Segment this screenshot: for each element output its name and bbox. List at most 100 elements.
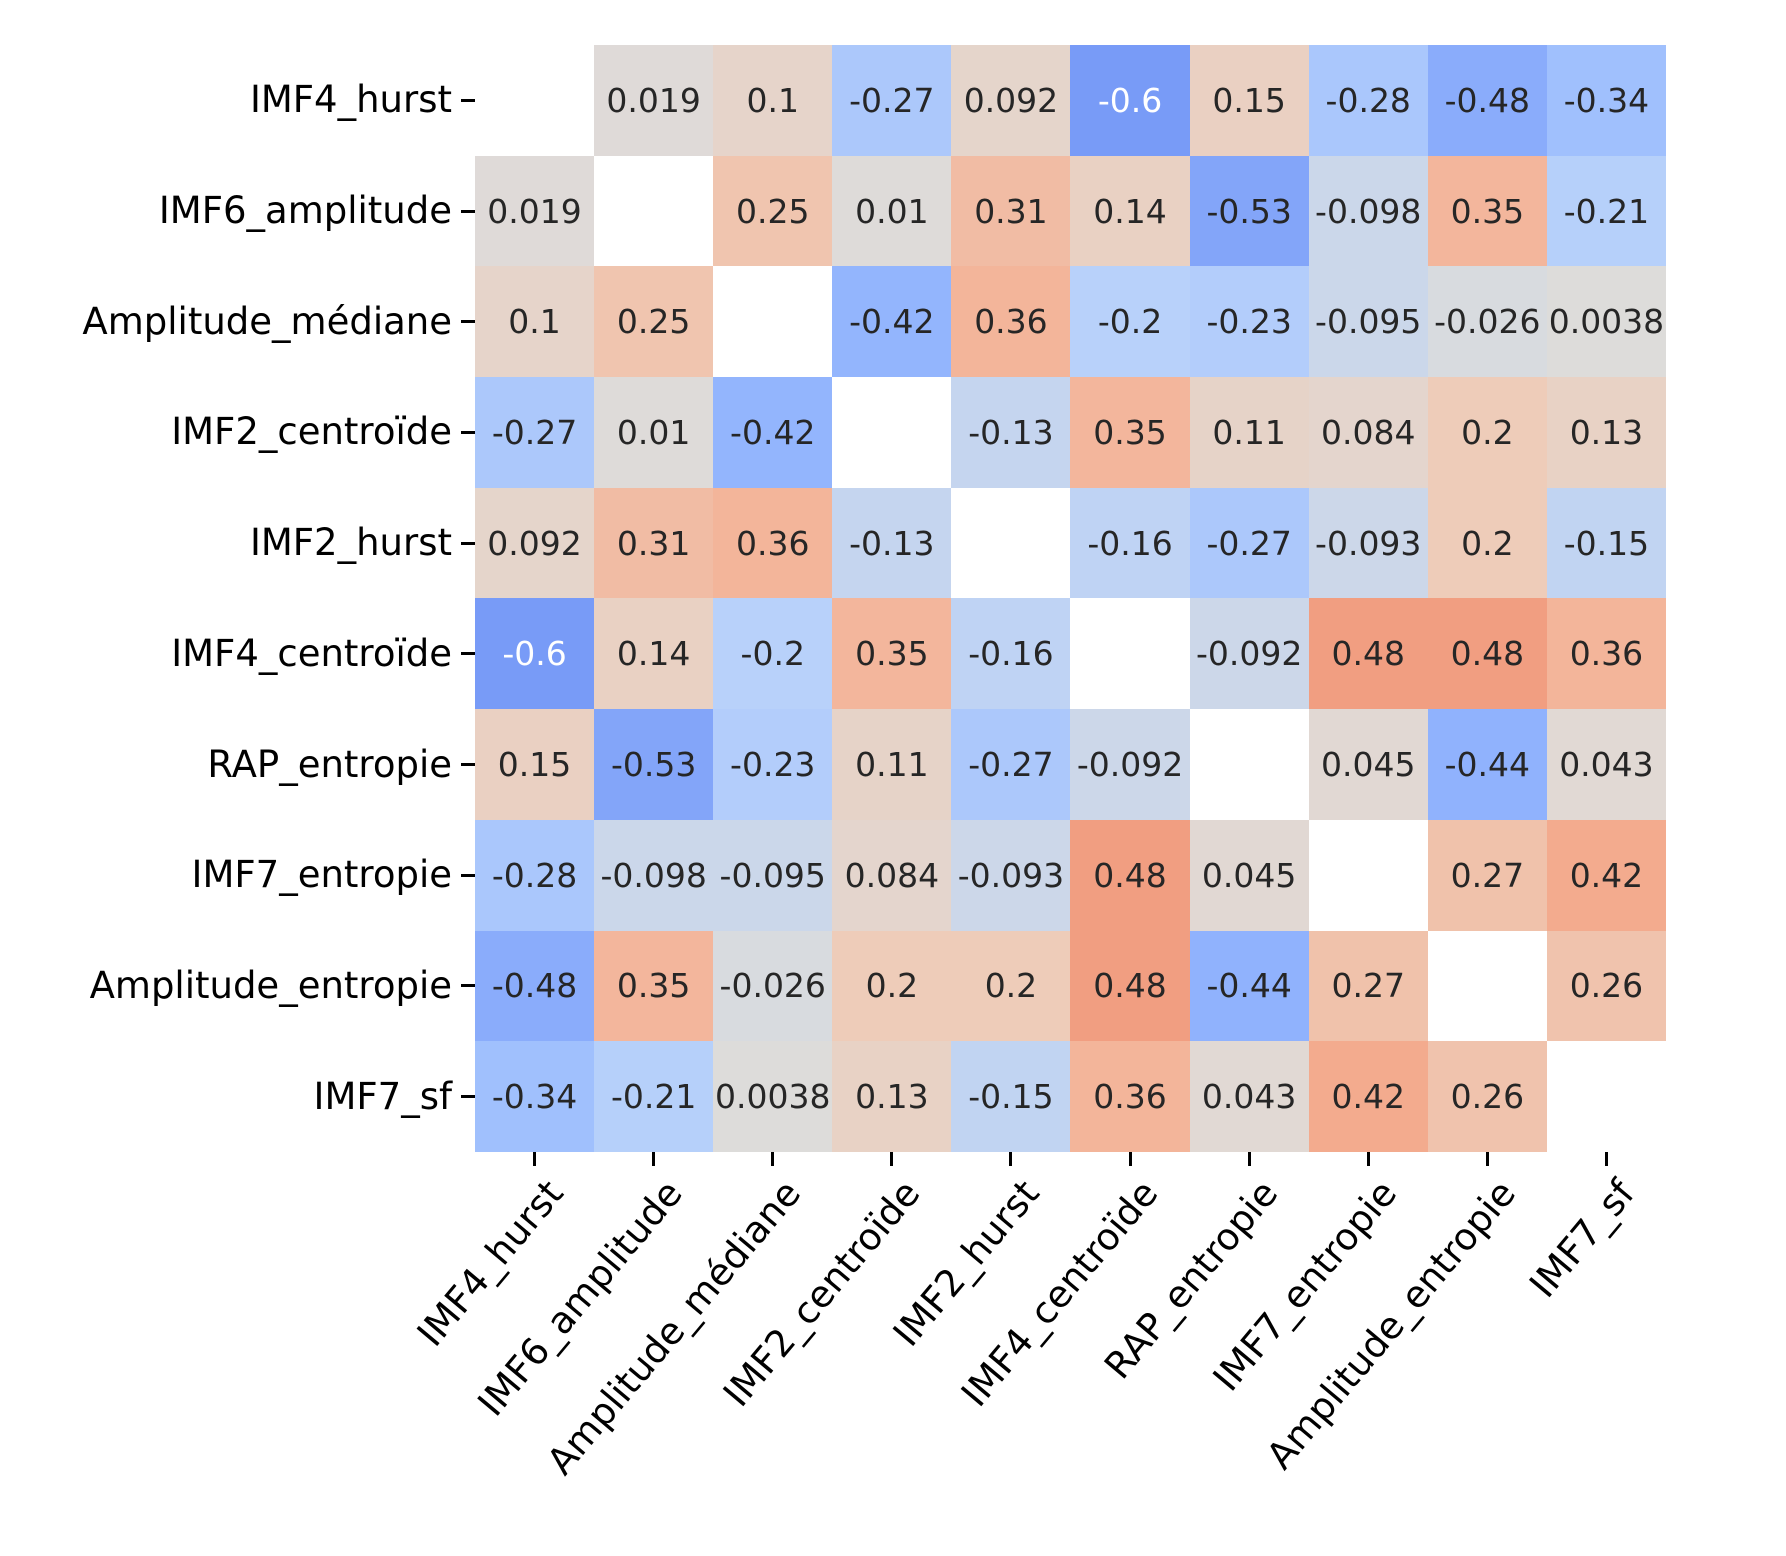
heatmap-cell: 0.084	[832, 819, 952, 931]
heatmap-cell	[832, 377, 952, 488]
heatmap-cell	[713, 266, 833, 378]
heatmap-cell: 0.11	[1189, 377, 1309, 488]
heatmap-cell: 0.092	[475, 487, 595, 599]
y-tick-mark	[461, 541, 475, 545]
heatmap-cell: -0.16	[1070, 487, 1190, 599]
heatmap-cell	[1189, 709, 1309, 820]
heatmap-cell: 0.1	[713, 45, 833, 156]
heatmap-cell: -0.28	[475, 819, 595, 931]
heatmap-cell: 0.01	[832, 155, 952, 267]
heatmap-cell: -0.092	[1189, 598, 1309, 710]
y-tick-label: IMF4_centroïde	[171, 631, 452, 675]
heatmap-cell: -0.27	[1189, 487, 1309, 599]
heatmap-cell: 0.019	[475, 155, 595, 267]
heatmap-cell: 0.26	[1427, 1041, 1547, 1152]
y-tick-mark	[461, 1095, 475, 1099]
heatmap-cell: 0.019	[594, 45, 714, 156]
heatmap-cell: -0.44	[1427, 709, 1547, 820]
heatmap-cell: -0.098	[594, 819, 714, 931]
heatmap-cell: 0.043	[1546, 709, 1666, 820]
heatmap-cell: 0.2	[1427, 487, 1547, 599]
heatmap-cell: -0.6	[1070, 45, 1190, 156]
heatmap-cell	[1070, 598, 1190, 710]
heatmap-cell: 0.36	[1070, 1041, 1190, 1152]
heatmap-cell: -0.53	[594, 709, 714, 820]
y-tick-label: IMF4_hurst	[249, 78, 452, 122]
heatmap-cell: 0.084	[1308, 377, 1428, 488]
heatmap-cell: -0.42	[832, 266, 952, 378]
heatmap-cell	[1546, 1041, 1666, 1152]
heatmap-cell	[475, 45, 595, 156]
heatmap-cell: 0.2	[1427, 377, 1547, 488]
heatmap-cell: -0.15	[1546, 487, 1666, 599]
heatmap-cell: 0.01	[594, 377, 714, 488]
heatmap-cell: -0.098	[1308, 155, 1428, 267]
heatmap-cell	[951, 487, 1071, 599]
heatmap-cell: 0.0038	[713, 1041, 833, 1152]
heatmap-cell	[1427, 930, 1547, 1042]
heatmap-cell: 0.25	[713, 155, 833, 267]
heatmap-cell: 0.35	[1070, 377, 1190, 488]
heatmap-cell: -0.6	[475, 598, 595, 710]
y-tick-mark	[461, 320, 475, 324]
heatmap-cell: 0.35	[1427, 155, 1547, 267]
x-tick-mark	[1247, 1152, 1251, 1166]
heatmap-cell: 0.31	[594, 487, 714, 599]
heatmap-cell: 0.045	[1189, 819, 1309, 931]
heatmap-cell: 0.35	[594, 930, 714, 1042]
heatmap-cell: 0.48	[1427, 598, 1547, 710]
heatmap-cell: 0.48	[1070, 930, 1190, 1042]
heatmap-cell: -0.093	[951, 819, 1071, 931]
heatmap-cell: 0.13	[1546, 377, 1666, 488]
heatmap-cell: -0.16	[951, 598, 1071, 710]
y-tick-label: IMF7_entropie	[191, 853, 452, 897]
heatmap-cell: 0.48	[1070, 819, 1190, 931]
heatmap-cell: -0.23	[713, 709, 833, 820]
y-tick-mark	[461, 873, 475, 877]
x-tick-mark	[652, 1152, 656, 1166]
heatmap-cell: -0.026	[1427, 266, 1547, 378]
heatmap-cell: -0.093	[1308, 487, 1428, 599]
y-tick-mark	[461, 984, 475, 988]
heatmap-cell: -0.48	[1427, 45, 1547, 156]
heatmap-cell: -0.27	[832, 45, 952, 156]
heatmap-cell: -0.27	[475, 377, 595, 488]
heatmap-cell: 0.11	[832, 709, 952, 820]
heatmap-cell: -0.42	[713, 377, 833, 488]
heatmap-cell: -0.21	[594, 1041, 714, 1152]
heatmap-cell: -0.53	[1189, 155, 1309, 267]
x-tick-mark	[1366, 1152, 1370, 1166]
heatmap-cell: 0.092	[951, 45, 1071, 156]
heatmap-cell: -0.23	[1189, 266, 1309, 378]
heatmap-cell: 0.1	[475, 266, 595, 378]
x-tick-label: IMF6_amplitude	[468, 1172, 691, 1425]
heatmap-cell: 0.2	[832, 930, 952, 1042]
heatmap-cell: -0.095	[1308, 266, 1428, 378]
y-tick-label: Amplitude_médiane	[82, 299, 452, 343]
y-tick-mark	[461, 763, 475, 767]
heatmap-cell: 0.26	[1546, 930, 1666, 1042]
heatmap-cell: -0.28	[1308, 45, 1428, 156]
heatmap-cell: 0.2	[951, 930, 1071, 1042]
y-tick-mark	[461, 430, 475, 434]
x-tick-mark	[1128, 1152, 1132, 1166]
y-tick-label: IMF6_amplitude	[158, 189, 452, 233]
heatmap-cell	[594, 155, 714, 267]
heatmap-cell: 0.36	[713, 487, 833, 599]
heatmap-cell: 0.15	[475, 709, 595, 820]
heatmap-cell: 0.13	[832, 1041, 952, 1152]
x-tick-mark	[1009, 1152, 1013, 1166]
heatmap-cell: 0.27	[1308, 930, 1428, 1042]
heatmap-cell: 0.35	[832, 598, 952, 710]
y-tick-label: IMF2_centroïde	[171, 410, 452, 454]
heatmap-cell: -0.13	[951, 377, 1071, 488]
heatmap-cell: 0.48	[1308, 598, 1428, 710]
heatmap-cell: -0.13	[832, 487, 952, 599]
heatmap-cell: -0.2	[713, 598, 833, 710]
heatmap-cell: -0.092	[1070, 709, 1190, 820]
heatmap-cell: 0.36	[951, 266, 1071, 378]
x-tick-mark	[1485, 1152, 1489, 1166]
x-tick-mark	[771, 1152, 775, 1166]
heatmap-cell: -0.34	[1546, 45, 1666, 156]
